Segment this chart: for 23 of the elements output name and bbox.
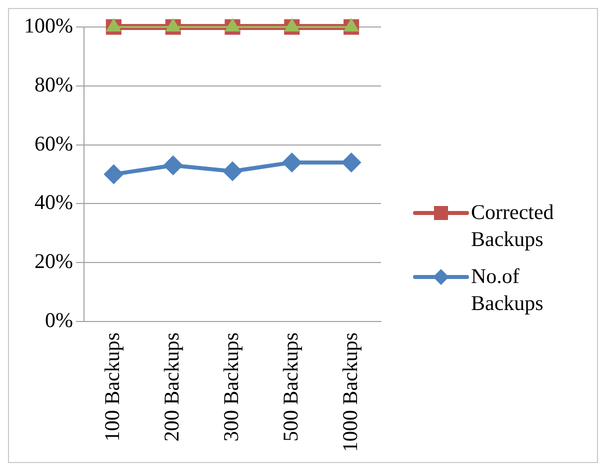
point — [341, 152, 362, 172]
point — [165, 18, 181, 32]
point — [344, 18, 360, 32]
legend-label: No.of Backups — [471, 263, 544, 317]
y-tick-label: 40% — [34, 190, 73, 214]
legend-label: Corrected Backups — [471, 199, 555, 253]
y-tick-label: 0% — [44, 308, 73, 332]
point — [106, 18, 122, 32]
point — [284, 18, 300, 32]
x-tick-label: 1000 Backups — [338, 332, 362, 452]
point — [104, 164, 124, 184]
point — [163, 155, 184, 176]
x-tick-label: 300 Backups — [219, 332, 244, 442]
x-tick-label: 100 Backups — [100, 332, 124, 442]
y-tick-label: 60% — [34, 131, 73, 156]
y-tick-label: 100% — [24, 14, 73, 38]
point — [282, 152, 302, 172]
x-tick-label: 200 Backups — [160, 332, 184, 442]
y-tick-label: 20% — [34, 249, 73, 274]
x-tick-label: 500 Backups — [278, 332, 302, 442]
point — [222, 161, 242, 182]
point — [224, 18, 240, 32]
y-tick-label: 80% — [34, 72, 73, 96]
